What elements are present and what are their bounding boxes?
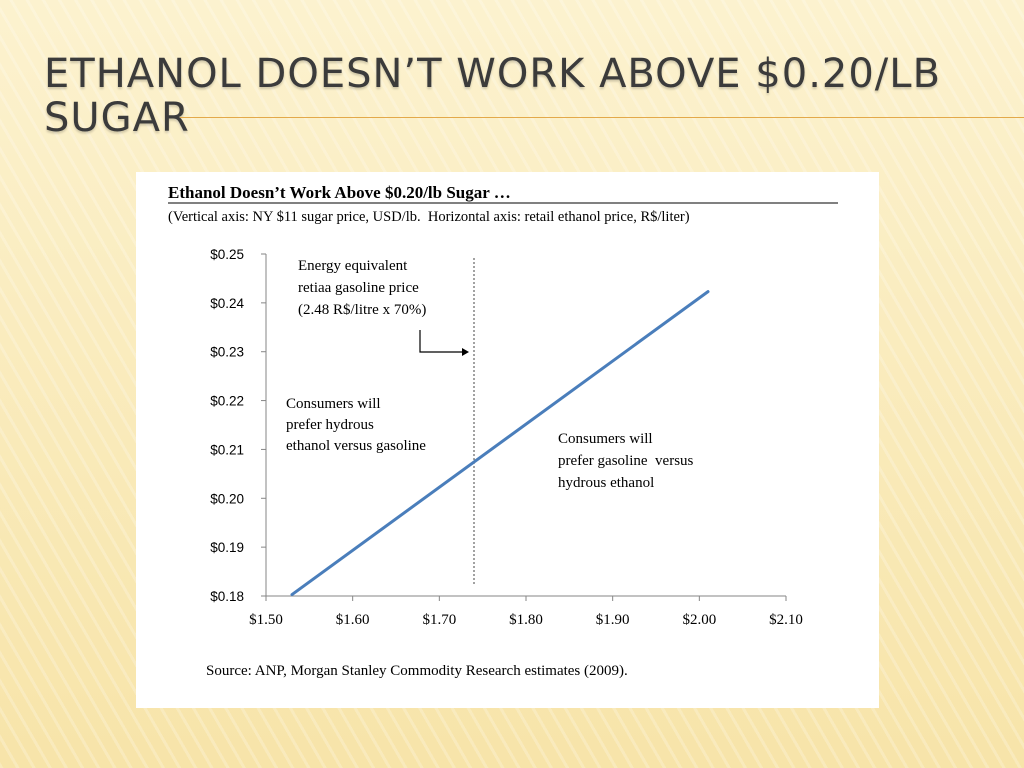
chart-svg: Ethanol Doesn’t Work Above $0.20/lb Suga…	[168, 183, 838, 679]
y-tick-label: $0.18	[210, 589, 244, 604]
annotation-energy-equivalent: Energy equivalent retiaa gasoline price …	[298, 258, 469, 356]
annotation-arrowhead	[462, 348, 469, 356]
x-tick-label: $1.80	[509, 612, 543, 628]
annotation-line: Energy equivalent	[298, 258, 408, 274]
y-tick-label: $0.25	[210, 247, 244, 262]
annotation-line: Consumers will	[286, 396, 381, 412]
y-tick-label: $0.21	[210, 442, 244, 457]
x-tick-label: $1.90	[596, 612, 630, 628]
y-tick-label: $0.19	[210, 540, 244, 555]
series-group	[290, 290, 710, 597]
annotation-prefer-ethanol: Consumers will prefer hydrous ethanol ve…	[286, 396, 426, 454]
annotation-line: prefer gasoline versus	[558, 453, 694, 469]
annotation-line: prefer hydrous	[286, 417, 374, 433]
axes	[261, 253, 787, 601]
annotation-line: retiaa gasoline price	[298, 280, 419, 296]
x-tick-label: $2.10	[769, 612, 803, 628]
chart-panel: Ethanol Doesn’t Work Above $0.20/lb Suga…	[136, 172, 879, 708]
annotation-line: Consumers will	[558, 431, 653, 447]
annotation-line: (2.48 R$/litre x 70%)	[298, 302, 426, 318]
x-tick-label: $1.60	[336, 612, 370, 628]
y-tick-label: $0.22	[210, 394, 244, 409]
annotation-prefer-gasoline: Consumers will prefer gasoline versus hy…	[558, 431, 694, 491]
slide-title: Ethanol doesn’t work above $0.20/lb suga…	[44, 51, 942, 141]
x-tick-label: $1.50	[249, 612, 283, 628]
chart-subtitle: (Vertical axis: NY $11 sugar price, USD/…	[168, 209, 690, 225]
annotation-arrow	[419, 330, 462, 353]
tick-labels: $0.18 $0.19 $0.20 $0.21 $0.22 $0.23 $0.24 $0.25…	[210, 247, 803, 628]
title-divider	[180, 117, 1024, 118]
y-tick-label: $0.23	[210, 345, 244, 360]
x-tick-label: $1.70	[422, 612, 456, 628]
chart-source: Source: ANP, Morgan Stanley Commodity Re…	[206, 663, 628, 679]
annotation-line: ethanol versus gasoline	[286, 438, 426, 454]
annotation-line: hydrous ethanol	[558, 475, 654, 491]
series-line	[290, 290, 710, 597]
x-tick-label: $2.00	[682, 612, 716, 628]
y-tick-label: $0.20	[210, 491, 244, 506]
chart-title: Ethanol Doesn’t Work Above $0.20/lb Suga…	[168, 183, 511, 202]
y-tick-label: $0.24	[210, 296, 244, 311]
